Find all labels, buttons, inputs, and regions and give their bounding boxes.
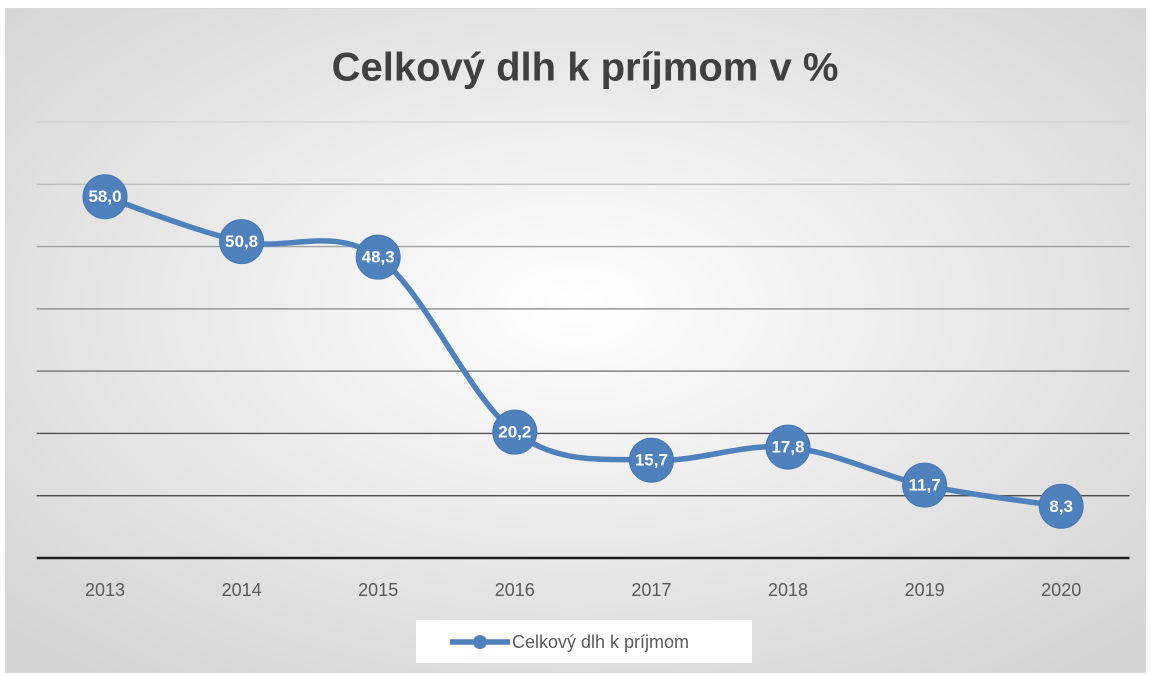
data-point [492,409,538,455]
data-label: 20,2 [498,423,531,442]
data-label: 50,8 [225,232,258,251]
data-point [355,234,401,280]
data-point [219,219,265,265]
data-label: 15,7 [635,451,668,470]
data-point [82,174,128,220]
x-tick-label: 2014 [222,580,262,600]
data-label: 8,3 [1049,497,1073,516]
chart-title: Celkový dlh k príjmom v % [332,46,839,90]
x-tick-label: 2017 [631,580,671,600]
x-tick-label: 2013 [85,580,125,600]
data-point [765,424,811,470]
data-label: 17,8 [771,438,804,457]
x-tick-label: 2018 [768,580,808,600]
data-point [628,437,674,483]
data-label: 48,3 [362,248,395,267]
plot-area: 2013 2014 2015 2016 2017 2018 2019 2020 58,0 50,8… [36,121,1130,600]
data-point [902,462,948,508]
data-label: 58,0 [88,187,121,206]
x-tick-label: 2016 [495,580,535,600]
legend-label: Celkový dlh k príjmom [512,632,689,652]
x-tick-label: 2019 [905,580,945,600]
data-point [1038,483,1084,529]
legend: Celkový dlh k príjmom [450,632,689,652]
x-tick-label: 2015 [358,580,398,600]
x-tick-label: 2020 [1041,580,1081,600]
data-label: 11,7 [909,476,941,495]
legend-marker [473,635,487,649]
chart-background [5,8,1146,673]
